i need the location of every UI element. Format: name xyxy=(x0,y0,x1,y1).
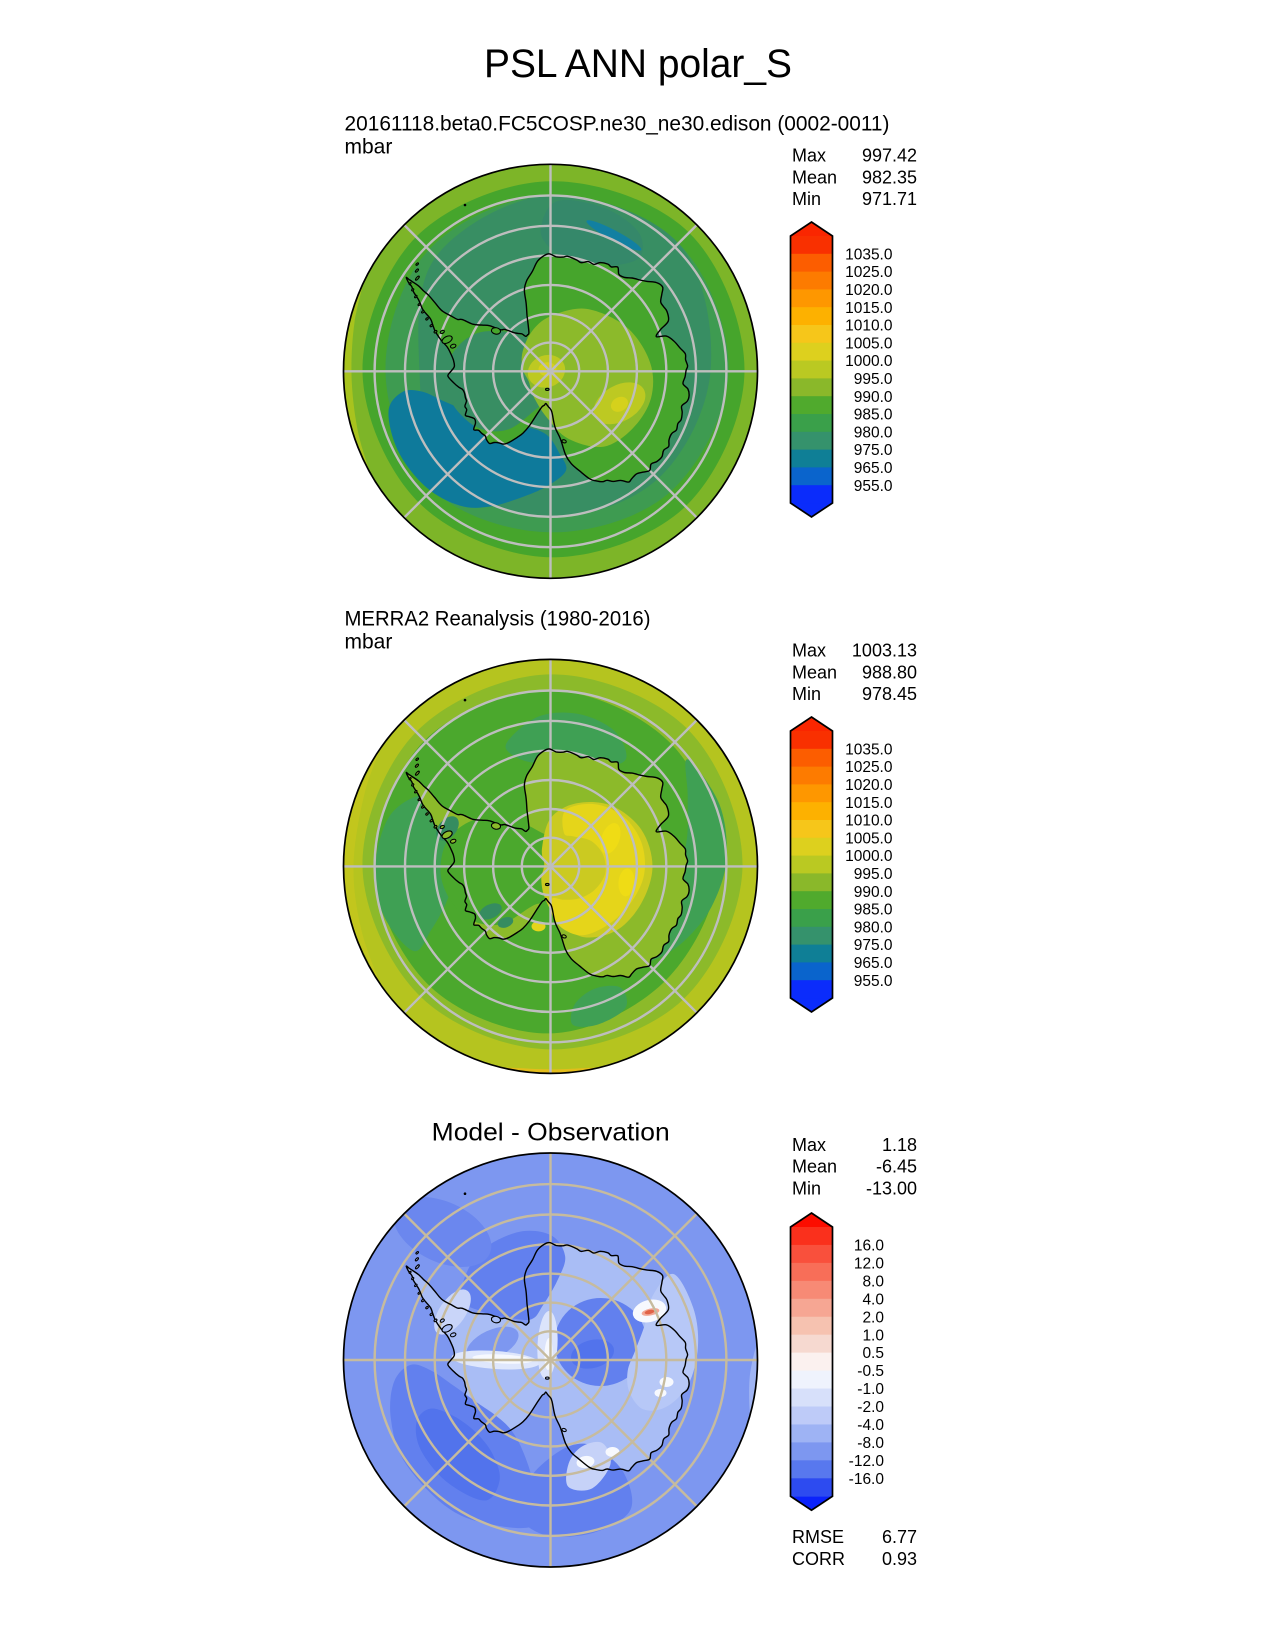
svg-text:975.0: 975.0 xyxy=(854,937,893,954)
svg-text:Mean: Mean xyxy=(792,1157,837,1177)
svg-text:990.0: 990.0 xyxy=(854,884,893,901)
svg-text:16.0: 16.0 xyxy=(854,1238,885,1255)
svg-text:CORR: CORR xyxy=(792,1549,845,1569)
svg-text:Min: Min xyxy=(792,1178,821,1198)
svg-text:1035.0: 1035.0 xyxy=(845,741,893,758)
svg-text:-13.00: -13.00 xyxy=(866,1178,917,1198)
svg-text:6.77: 6.77 xyxy=(882,1527,917,1547)
svg-text:1000.0: 1000.0 xyxy=(845,353,893,370)
svg-text:mbar: mbar xyxy=(345,136,393,159)
svg-text:995.0: 995.0 xyxy=(854,866,893,883)
svg-text:1010.0: 1010.0 xyxy=(845,318,893,335)
svg-text:975.0: 975.0 xyxy=(854,442,893,459)
svg-text:1.18: 1.18 xyxy=(882,1135,917,1155)
svg-text:12.0: 12.0 xyxy=(854,1255,885,1272)
svg-text:20161118.beta0.FC5COSP.ne30_ne: 20161118.beta0.FC5COSP.ne30_ne30.edison … xyxy=(345,113,890,136)
svg-text:955.0: 955.0 xyxy=(854,478,893,495)
svg-text:-0.5: -0.5 xyxy=(857,1363,884,1380)
svg-text:0.5: 0.5 xyxy=(862,1345,884,1362)
svg-text:965.0: 965.0 xyxy=(854,460,893,477)
svg-text:-16.0: -16.0 xyxy=(849,1471,885,1488)
svg-text:0.93: 0.93 xyxy=(882,1549,917,1569)
svg-text:1025.0: 1025.0 xyxy=(845,759,893,776)
svg-text:1025.0: 1025.0 xyxy=(845,264,893,281)
svg-text:RMSE: RMSE xyxy=(792,1527,844,1547)
svg-text:980.0: 980.0 xyxy=(854,424,893,441)
svg-text:Mean: Mean xyxy=(792,662,837,682)
svg-text:-6.45: -6.45 xyxy=(876,1157,917,1177)
svg-text:-12.0: -12.0 xyxy=(849,1453,885,1470)
svg-text:990.0: 990.0 xyxy=(854,389,893,406)
svg-text:980.0: 980.0 xyxy=(854,919,893,936)
svg-text:mbar: mbar xyxy=(345,631,393,654)
svg-text:1005.0: 1005.0 xyxy=(845,830,893,847)
svg-text:1015.0: 1015.0 xyxy=(845,300,893,317)
svg-text:955.0: 955.0 xyxy=(854,973,893,990)
svg-text:965.0: 965.0 xyxy=(854,955,893,972)
svg-text:982.35: 982.35 xyxy=(862,167,917,187)
svg-text:1003.13: 1003.13 xyxy=(852,641,917,661)
svg-text:Min: Min xyxy=(792,189,821,209)
svg-text:MERRA2 Reanalysis (1980-2016): MERRA2 Reanalysis (1980-2016) xyxy=(345,608,651,631)
svg-text:985.0: 985.0 xyxy=(854,407,893,424)
svg-text:Min: Min xyxy=(792,684,821,704)
svg-text:1020.0: 1020.0 xyxy=(845,777,893,794)
svg-text:-1.0: -1.0 xyxy=(857,1381,884,1398)
svg-text:-8.0: -8.0 xyxy=(857,1435,884,1452)
svg-text:1035.0: 1035.0 xyxy=(845,246,893,263)
svg-text:1020.0: 1020.0 xyxy=(845,282,893,299)
svg-text:1.0: 1.0 xyxy=(862,1327,884,1344)
svg-text:1015.0: 1015.0 xyxy=(845,795,893,812)
svg-text:1010.0: 1010.0 xyxy=(845,813,893,830)
svg-text:1000.0: 1000.0 xyxy=(845,848,893,865)
svg-text:995.0: 995.0 xyxy=(854,371,893,388)
svg-text:PSL ANN polar_S: PSL ANN polar_S xyxy=(484,42,792,86)
svg-text:988.80: 988.80 xyxy=(862,662,917,682)
svg-text:-4.0: -4.0 xyxy=(857,1417,884,1434)
svg-text:8.0: 8.0 xyxy=(862,1273,884,1290)
svg-text:1005.0: 1005.0 xyxy=(845,335,893,352)
svg-text:971.71: 971.71 xyxy=(862,189,917,209)
svg-text:Max: Max xyxy=(792,146,826,166)
svg-text:Max: Max xyxy=(792,1135,826,1155)
svg-text:-2.0: -2.0 xyxy=(857,1399,884,1416)
svg-text:997.42: 997.42 xyxy=(862,146,917,166)
svg-text:Model - Observation: Model - Observation xyxy=(432,1119,670,1147)
svg-text:Mean: Mean xyxy=(792,167,837,187)
svg-text:985.0: 985.0 xyxy=(854,902,893,919)
svg-text:2.0: 2.0 xyxy=(862,1309,884,1326)
svg-text:Max: Max xyxy=(792,641,826,661)
svg-text:978.45: 978.45 xyxy=(862,684,917,704)
svg-text:4.0: 4.0 xyxy=(862,1291,884,1308)
